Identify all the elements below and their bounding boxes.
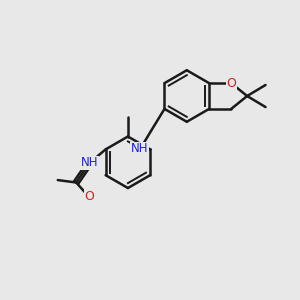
Text: O: O: [226, 77, 236, 90]
Text: O: O: [85, 190, 94, 202]
Text: NH: NH: [131, 142, 148, 155]
Text: NH: NH: [80, 156, 98, 170]
